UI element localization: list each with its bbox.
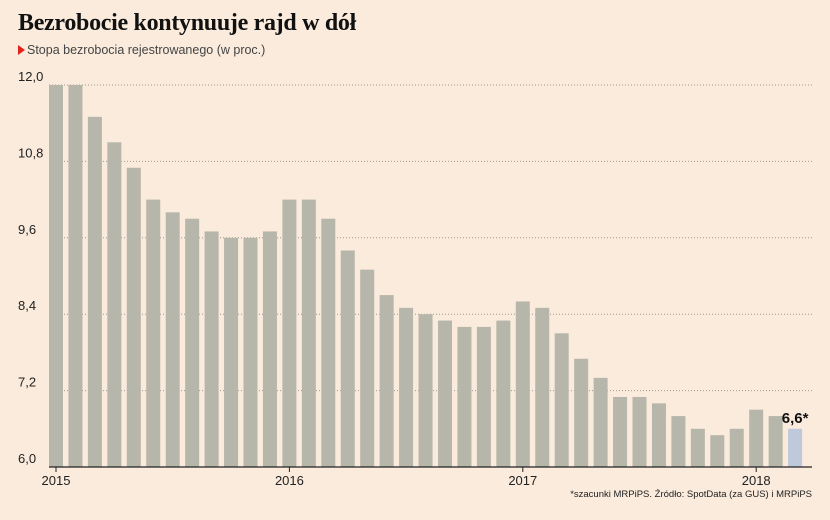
bar (554, 333, 569, 467)
bar (360, 269, 375, 467)
bar (126, 167, 141, 467)
bar (185, 218, 200, 467)
bar (749, 409, 764, 467)
bar (243, 237, 258, 467)
bar (224, 237, 239, 467)
bar (418, 314, 433, 467)
x-tick-label: 2018 (742, 473, 771, 488)
bar (399, 307, 414, 467)
bar (49, 85, 63, 467)
bar (107, 142, 122, 468)
bar (632, 396, 647, 467)
bar (438, 320, 452, 467)
bar (710, 435, 725, 467)
bar (574, 358, 589, 467)
bar (87, 116, 102, 467)
bar (165, 212, 180, 467)
bar (204, 231, 219, 467)
bar (535, 307, 550, 467)
bar (146, 199, 161, 467)
y-tick-label: 12,0 (18, 69, 43, 84)
bar-highlight (788, 428, 803, 467)
bar (68, 85, 83, 467)
chart-subtitle: Stopa bezrobocia rejestrowanego (w proc.… (18, 43, 265, 57)
subtitle-text: Stopa bezrobocia rejestrowanego (w proc.… (27, 43, 266, 57)
y-tick-label: 9,6 (18, 222, 36, 237)
bar (613, 396, 628, 467)
x-tick-label: 2016 (275, 473, 304, 488)
bar (671, 416, 686, 467)
bar (651, 403, 666, 467)
y-tick-label: 8,4 (18, 298, 36, 313)
bar (379, 295, 394, 467)
y-tick-label: 7,2 (18, 375, 36, 390)
bar (282, 199, 297, 467)
bar (340, 250, 355, 467)
y-tick-label: 10,8 (18, 145, 43, 160)
source-note: *szacunki MRPiPS. Źródło: SpotData (za G… (570, 489, 812, 500)
chart-title: Bezrobocie kontynuuje rajd w dół (18, 10, 356, 36)
bar (515, 301, 530, 467)
bar (301, 199, 316, 467)
bar (321, 218, 336, 467)
bar (476, 326, 491, 467)
bar (593, 377, 608, 467)
bar (496, 320, 511, 467)
x-tick-label: 2017 (508, 473, 537, 488)
y-tick-label: 6,0 (18, 451, 36, 466)
bar (690, 428, 705, 467)
red-triangle-icon (18, 45, 25, 55)
bar (768, 416, 783, 467)
x-tick-label: 2015 (42, 473, 71, 488)
bar (457, 326, 472, 467)
bar (729, 428, 744, 467)
bar (262, 231, 277, 467)
data-label: 6,6* (782, 410, 809, 427)
